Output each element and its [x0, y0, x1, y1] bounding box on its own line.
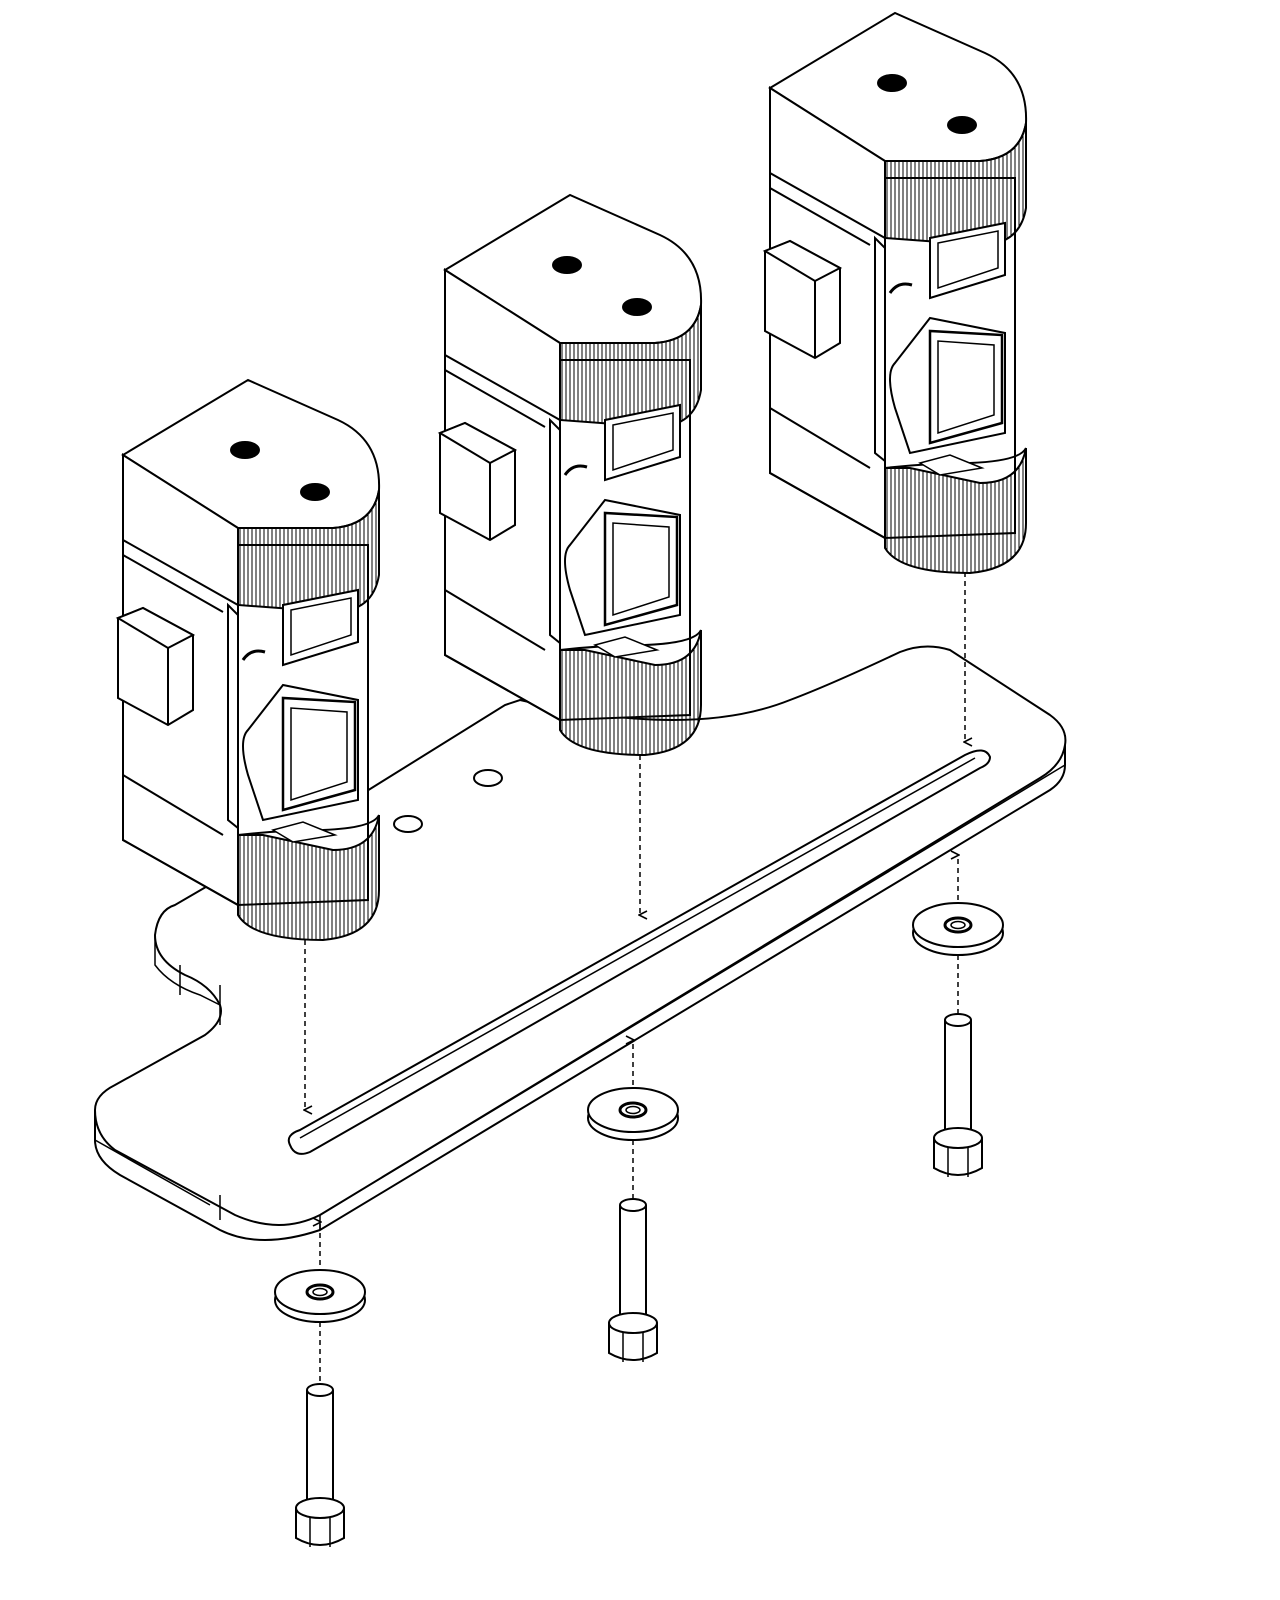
- base-plate: [93, 645, 1067, 1241]
- dashed-arrows-down: [305, 572, 965, 1110]
- bolt-middle: [608, 1198, 658, 1363]
- holder-block-middle: [438, 193, 703, 757]
- bolt-left: [295, 1383, 345, 1548]
- washer-right: [911, 901, 1005, 957]
- bolt-right: [933, 1013, 983, 1178]
- holder-block-left: [116, 378, 381, 942]
- holder-block-right: [763, 11, 1028, 575]
- washer-middle: [586, 1086, 680, 1142]
- washer-left: [273, 1268, 367, 1324]
- dashed-arrows-up: [320, 855, 958, 1385]
